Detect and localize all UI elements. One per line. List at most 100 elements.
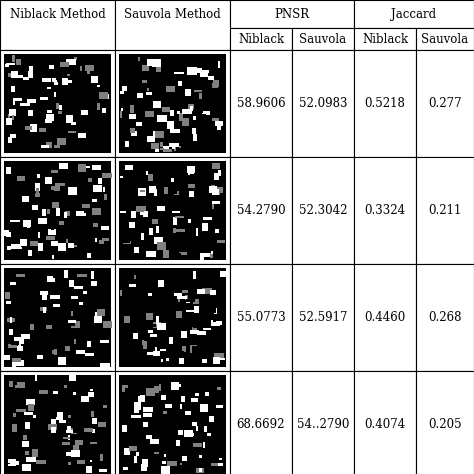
Bar (121, 60, 124, 65)
Bar (97, 310, 105, 316)
Bar (36, 460, 46, 464)
Bar (15, 382, 25, 388)
Bar (12, 424, 17, 432)
Bar (131, 131, 137, 136)
Bar (140, 190, 145, 192)
Bar (180, 140, 184, 143)
Bar (55, 82, 58, 85)
Bar (0, 264, 115, 371)
Bar (102, 352, 105, 360)
Bar (172, 178, 173, 182)
Bar (28, 404, 34, 411)
Bar (48, 348, 52, 355)
Bar (201, 404, 209, 411)
Bar (122, 352, 131, 358)
Bar (187, 166, 195, 173)
Bar (134, 402, 140, 410)
Bar (292, 157, 354, 264)
Bar (96, 312, 103, 315)
Bar (46, 325, 52, 329)
Bar (21, 252, 27, 255)
Text: Niblack: Niblack (238, 33, 284, 46)
Bar (88, 178, 92, 182)
Bar (35, 333, 41, 339)
Bar (159, 384, 161, 391)
Bar (133, 333, 137, 339)
Text: 54..2790: 54..2790 (297, 418, 349, 431)
Bar (124, 448, 130, 455)
Bar (71, 428, 77, 434)
Bar (52, 78, 57, 82)
Text: Niblack: Niblack (362, 33, 408, 46)
Bar (178, 81, 182, 86)
Bar (354, 157, 416, 264)
Bar (147, 324, 155, 327)
Bar (148, 174, 153, 182)
Bar (35, 183, 40, 191)
Bar (142, 459, 148, 466)
Bar (21, 334, 30, 339)
Bar (180, 404, 182, 410)
Bar (192, 68, 202, 73)
Bar (9, 135, 17, 138)
Bar (0, 0, 115, 50)
Bar (38, 232, 40, 240)
Bar (181, 396, 185, 402)
Bar (178, 253, 181, 255)
Bar (211, 251, 213, 255)
Bar (217, 240, 225, 243)
Bar (32, 191, 38, 199)
Bar (67, 80, 72, 83)
Text: 0.4074: 0.4074 (365, 418, 406, 431)
Bar (173, 191, 177, 194)
Bar (178, 430, 183, 435)
Bar (354, 0, 474, 28)
Bar (64, 285, 73, 291)
Bar (58, 111, 66, 114)
Bar (155, 65, 162, 72)
Bar (4, 161, 111, 260)
Bar (157, 206, 164, 211)
Bar (197, 468, 204, 473)
Bar (181, 331, 187, 338)
Bar (154, 322, 161, 328)
Bar (120, 291, 122, 296)
Bar (168, 346, 177, 352)
Bar (219, 457, 222, 460)
Bar (69, 375, 76, 381)
Bar (115, 0, 230, 50)
Text: 52.3042: 52.3042 (299, 204, 347, 217)
Bar (86, 466, 92, 473)
Bar (74, 339, 76, 344)
Bar (192, 134, 197, 141)
Bar (150, 341, 153, 348)
Bar (94, 316, 102, 323)
Bar (95, 312, 100, 318)
Bar (30, 124, 36, 131)
Bar (30, 324, 34, 330)
Bar (138, 359, 142, 365)
Bar (121, 450, 131, 456)
Bar (140, 211, 148, 218)
Bar (197, 289, 206, 294)
Bar (12, 115, 14, 120)
Bar (121, 108, 123, 111)
Bar (194, 90, 202, 92)
Bar (47, 275, 55, 282)
Bar (11, 341, 19, 345)
Bar (292, 28, 354, 50)
Bar (27, 99, 36, 103)
Text: 55.0773: 55.0773 (237, 311, 285, 324)
Bar (97, 103, 100, 110)
Bar (5, 64, 9, 67)
Bar (146, 171, 148, 175)
Bar (160, 148, 164, 150)
Bar (9, 109, 16, 116)
Bar (134, 406, 141, 413)
Bar (83, 166, 86, 173)
Bar (202, 359, 207, 363)
Bar (11, 86, 15, 91)
Bar (65, 239, 68, 243)
Bar (129, 446, 137, 451)
Bar (141, 464, 147, 471)
